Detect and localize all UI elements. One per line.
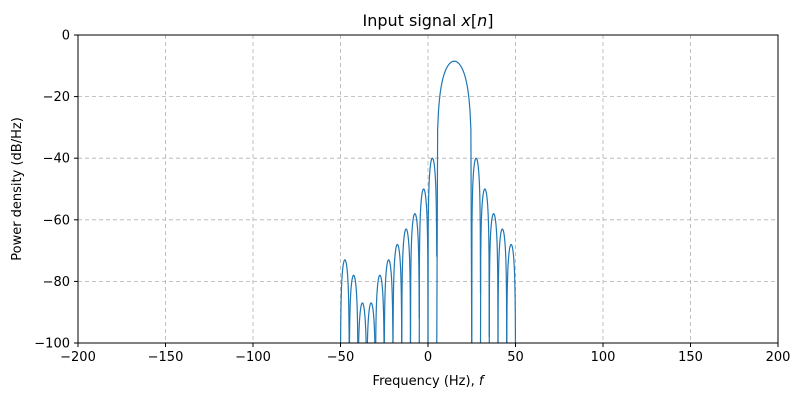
y-tick-label: 0 <box>62 29 70 44</box>
x-tick-label: −200 <box>60 350 96 365</box>
y-axis-label: Power density (dB/Hz) <box>10 117 25 261</box>
x-axis-ticks: −200 −150 −100 −50 0 50 100 150 200 <box>60 343 790 365</box>
spectrum-side-lobe <box>418 188 429 343</box>
spectrum-side-lobe <box>339 259 350 343</box>
x-tick-label: 100 <box>591 350 616 365</box>
x-tick-label: −150 <box>148 350 184 365</box>
spectrum-side-lobe <box>409 213 420 343</box>
x-tick-label: 150 <box>678 350 703 365</box>
spectrum-side-lobe <box>497 228 508 343</box>
chart-title: Input signal x[n] <box>362 11 493 30</box>
y-axis-ticks: 0 −20 −40 −60 −80 −100 <box>34 29 78 352</box>
spectrum-side-lobe <box>401 228 412 343</box>
x-tick-label: −100 <box>235 350 271 365</box>
y-tick-label: −80 <box>43 275 70 290</box>
y-tick-label: −100 <box>34 337 70 352</box>
y-tick-label: −60 <box>43 213 70 228</box>
x-tick-label: 200 <box>766 350 791 365</box>
spectrum-side-lobe <box>479 188 490 343</box>
spectrum-side-lobe <box>348 274 359 343</box>
y-tick-label: −20 <box>43 90 70 105</box>
x-axis-label: Frequency (Hz), f <box>373 374 486 389</box>
spectrum-side-lobe <box>427 157 438 343</box>
spectrum-side-lobe <box>392 243 403 343</box>
spectrum-main-lobe <box>436 60 473 343</box>
spectrum-side-lobe <box>375 274 385 343</box>
spectrum-side-lobe <box>366 302 376 343</box>
y-tick-label: −40 <box>43 152 70 167</box>
spectrum-side-lobe <box>358 302 367 343</box>
spectrum-side-lobe <box>488 213 499 343</box>
spectrum-series <box>339 60 517 343</box>
spectrum-side-lobe <box>383 259 394 343</box>
x-tick-label: 50 <box>507 350 524 365</box>
spectrum-side-lobe <box>471 157 482 343</box>
x-tick-label: −50 <box>327 350 354 365</box>
x-tick-label: 0 <box>424 350 432 365</box>
spectrum-side-lobe <box>506 243 517 343</box>
